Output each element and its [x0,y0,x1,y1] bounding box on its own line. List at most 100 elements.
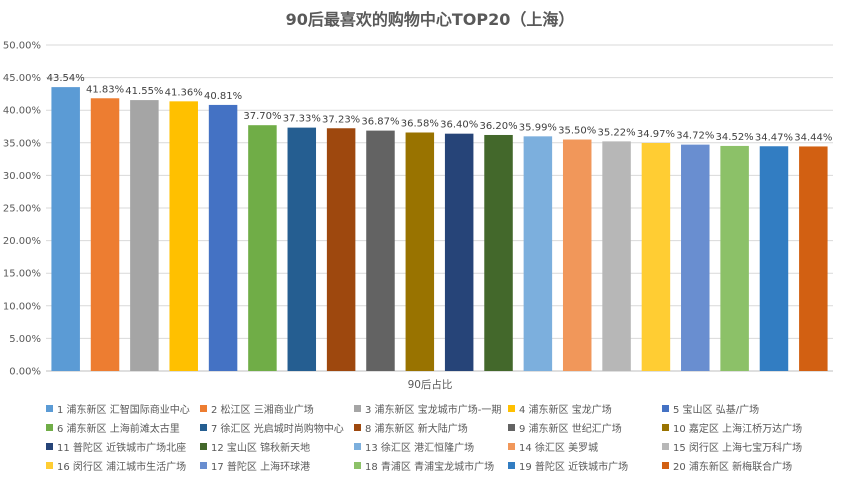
data-label-1: 43.54% [47,73,85,84]
legend-swatch [354,462,361,469]
bar-9 [366,130,395,371]
legend-label: 12 宝山区 锦秋新天地 [211,443,311,454]
legend-item-3: 3 浦东新区 宝龙城市广场-一期 [354,401,508,416]
legend-item-1: 1 浦东新区 汇智国际商业中心 [46,401,200,416]
y-tick-label: 35.00% [3,138,41,149]
chart-title: 90后最喜欢的购物中心TOP20（上海） [285,10,575,29]
legend-label: 8 浦东新区 新大陆广场 [365,424,468,435]
bar-15 [602,141,631,371]
legend-swatch [662,405,669,412]
data-label-7: 37.33% [283,114,321,125]
legend-swatch [508,443,515,450]
bar-10 [405,132,435,371]
data-label-15: 35.22% [598,127,636,138]
legend-label: 15 闵行区 上海七宝万科广场 [673,443,803,454]
legend-item-18: 18 青浦区 青浦宝龙城市广场 [354,458,508,473]
legend-label: 20 浦东新区 新梅联合广场 [673,462,793,473]
legend-label: 19 普陀区 近铁城市广场 [519,462,629,473]
legend-item-7: 7 徐汇区 光启城时尚购物中心 [200,420,354,435]
legend-label: 5 宝山区 弘基/广场 [673,405,760,416]
bar-7 [287,127,317,371]
x-axis-label: 90后占比 [407,379,453,391]
data-label-10: 36.58% [401,118,439,129]
bar-19 [759,146,789,371]
legend-swatch [354,443,361,450]
data-label-14: 35.50% [558,126,596,137]
legend-item-16: 16 闵行区 浦江城市生活广场 [46,458,200,473]
legend-item-20: 20 浦东新区 新梅联合广场 [662,458,816,473]
legend-item-15: 15 闵行区 上海七宝万科广场 [662,439,816,454]
y-tick-label: 40.00% [3,106,41,117]
legend-item-19: 19 普陀区 近铁城市广场 [508,458,662,473]
legend-swatch [508,405,515,412]
legend-label: 1 浦东新区 汇智国际商业中心 [57,405,190,416]
y-tick-label: 20.00% [3,236,41,247]
bar-18 [720,145,749,371]
legend-swatch [200,443,207,450]
y-tick-label: 50.00% [3,41,41,52]
legend-item-5: 5 宝山区 弘基/广场 [662,401,816,416]
legend-swatch [508,424,515,431]
data-label-18: 34.52% [716,132,754,143]
bar-8 [326,128,356,371]
legend-item-6: 6 浦东新区 上海前滩太古里 [46,420,200,435]
chart-plot-area: 0.00% 5.00% 10.00% 15.00% 20.00% 25.00% 30.00%… [3,41,833,378]
legend-swatch [200,462,207,469]
legend-label: 18 青浦区 青浦宝龙城市广场 [365,462,495,473]
legend-swatch [200,405,207,412]
legend-label: 17 普陀区 上海环球港 [211,462,311,473]
data-label-6: 37.70% [243,111,281,122]
bar-4 [169,101,198,372]
legend-swatch [354,405,361,412]
data-label-3: 41.55% [125,86,163,97]
legend-item-8: 8 浦东新区 新大陆广场 [354,420,508,435]
bar-11 [444,133,474,371]
data-label-17: 34.72% [676,131,714,142]
legend-item-13: 13 徐汇区 港汇恒隆广场 [354,439,508,454]
legend-item-10: 10 嘉定区 上海江桥万达广场 [662,420,816,435]
data-label-19: 34.47% [755,132,793,143]
y-tick-label: 30.00% [3,171,41,182]
legend-swatch [354,424,361,431]
legend-label: 7 徐汇区 光启城时尚购物中心 [211,424,344,435]
legend-swatch [662,443,669,450]
legend-swatch [46,462,53,469]
bar-14 [562,139,592,371]
data-label-9: 36.87% [361,117,399,128]
bar-5 [208,104,238,372]
legend-item-9: 9 浦东新区 世纪汇广场 [508,420,662,435]
bar-13 [523,136,553,371]
data-label-12: 36.20% [479,121,517,132]
legend-item-4: 4 浦东新区 宝龙广场 [508,401,662,416]
legend-label: 11 普陀区 近铁城市广场北座 [57,443,187,454]
y-tick-label: 25.00% [3,204,41,215]
legend-item-17: 17 普陀区 上海环球港 [200,458,354,473]
legend-label: 14 徐汇区 美罗城 [519,443,599,454]
y-tick-label: 0.00% [9,367,41,378]
data-label-5: 40.81% [204,91,242,102]
legend-label: 2 松江区 三湘商业广场 [211,405,314,416]
bar-6 [248,125,277,371]
legend-swatch [46,424,53,431]
legend-item-14: 14 徐汇区 美罗城 [508,439,662,454]
data-label-11: 36.40% [440,120,478,131]
bar-1 [51,87,80,371]
legend-item-11: 11 普陀区 近铁城市广场北座 [46,439,200,454]
legend-swatch [662,462,669,469]
legend-item-2: 2 松江区 三湘商业广场 [200,401,354,416]
legend-label: 9 浦东新区 世纪汇广场 [519,424,622,435]
legend-swatch [200,424,207,431]
legend-label: 3 浦东新区 宝龙城市广场-一期 [365,405,502,416]
bar-16 [641,142,671,371]
legend-label: 4 浦东新区 宝龙广场 [519,405,612,416]
data-label-16: 34.97% [637,129,675,140]
chart-legend: 1 浦东新区 汇智国际商业中心 2 松江区 三湘商业广场 3 浦东新区 宝龙城市广场… [46,401,856,473]
legend-label: 16 闵行区 浦江城市生活广场 [57,462,187,473]
bar-12 [484,134,513,371]
data-label-20: 34.44% [794,132,832,143]
legend-label: 6 浦东新区 上海前滩太古里 [57,424,180,435]
y-tick-label: 10.00% [3,301,41,312]
data-label-4: 41.36% [165,87,203,98]
legend-label: 13 徐汇区 港汇恒隆广场 [365,443,475,454]
data-label-8: 37.23% [322,114,360,125]
